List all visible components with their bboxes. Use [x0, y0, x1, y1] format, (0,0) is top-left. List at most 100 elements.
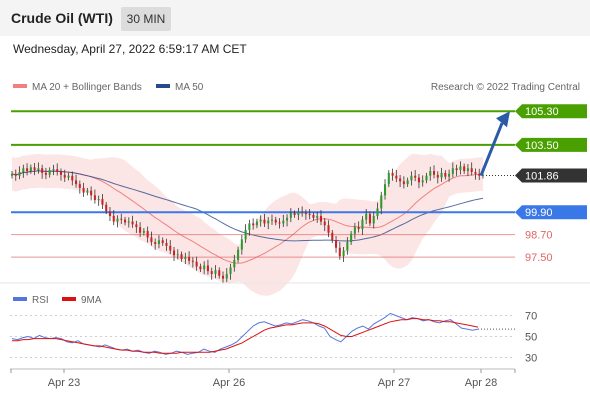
- level-label-98.70: 98.70: [525, 230, 553, 242]
- candle: [338, 241, 341, 260]
- candle-body: [195, 261, 198, 267]
- candle: [10, 171, 14, 179]
- candle: [270, 214, 274, 225]
- candle: [214, 265, 217, 279]
- candle: [293, 210, 296, 218]
- candle: [455, 164, 458, 176]
- candle: [432, 165, 436, 179]
- candle: [233, 254, 236, 272]
- legend-label-ma50: MA 50: [175, 82, 204, 93]
- x-tick-label: Apr 23: [48, 377, 80, 389]
- candle-body: [78, 184, 81, 188]
- candle-body: [421, 180, 424, 183]
- candle-body: [286, 217, 289, 221]
- candle: [180, 251, 183, 262]
- candle-body: [97, 199, 100, 201]
- candle: [459, 161, 462, 175]
- candle: [304, 209, 307, 220]
- candle: [59, 168, 63, 181]
- candle: [361, 216, 364, 235]
- candle: [26, 163, 29, 176]
- candle: [165, 238, 168, 251]
- candle-body: [308, 214, 311, 216]
- candle: [259, 215, 262, 227]
- candle: [252, 218, 255, 230]
- candle-body: [146, 230, 149, 238]
- candle-body: [474, 171, 477, 174]
- candle-body: [244, 229, 247, 240]
- candle-body: [26, 168, 29, 172]
- candle-body: [383, 184, 387, 196]
- candle-body: [451, 168, 454, 174]
- candle-body: [414, 175, 417, 178]
- candle-body: [206, 265, 209, 272]
- candle: [421, 175, 424, 187]
- header-bar: Crude Oil (WTI) 30 MIN: [0, 0, 590, 36]
- current-price-label: 101.86: [525, 171, 559, 183]
- candle-body: [33, 167, 36, 171]
- candle: [463, 163, 466, 174]
- level-label-97.50: 97.50: [525, 252, 553, 264]
- candle: [75, 174, 78, 188]
- candle-body: [293, 213, 296, 216]
- candle: [184, 252, 187, 264]
- candle-body: [335, 240, 338, 248]
- candle-body: [101, 199, 104, 205]
- rsi-tick-30: 30: [525, 353, 537, 365]
- legend-label-9ma: 9MA: [81, 295, 102, 306]
- ma50-line: [11, 170, 484, 242]
- level-flag-99.90: [515, 205, 587, 220]
- candle: [402, 176, 405, 189]
- candle-body: [448, 173, 451, 177]
- candle-body: [165, 243, 168, 246]
- candle-body: [357, 227, 360, 230]
- candle: [429, 166, 432, 181]
- candle: [323, 217, 326, 232]
- candle: [365, 209, 368, 224]
- timeframe-badge[interactable]: 30 MIN: [121, 7, 171, 31]
- candle: [82, 182, 85, 197]
- candle-body: [112, 215, 115, 222]
- candle-body: [18, 171, 21, 176]
- legend-swatch-ma50: [156, 84, 170, 88]
- candles: [10, 161, 485, 284]
- candle: [97, 195, 100, 206]
- candle: [466, 163, 469, 177]
- candle-body: [361, 219, 364, 230]
- candle-body: [395, 175, 398, 179]
- candle-body: [124, 219, 127, 223]
- candle: [376, 202, 379, 220]
- candle: [71, 171, 74, 186]
- candle-body: [120, 218, 123, 220]
- candle-body: [150, 237, 153, 243]
- candle-body: [225, 273, 228, 279]
- candle: [225, 268, 228, 283]
- candle: [308, 209, 311, 220]
- candle-body: [75, 180, 78, 185]
- candle: [29, 164, 32, 174]
- candle: [470, 162, 473, 176]
- candle-body: [105, 204, 108, 212]
- candle-body: [218, 270, 221, 276]
- candle-body: [350, 233, 353, 243]
- candle-body: [139, 227, 142, 233]
- candle-body: [331, 232, 334, 241]
- candle: [105, 201, 108, 215]
- rsi-tick-70: 70: [525, 311, 537, 323]
- candle-body: [221, 275, 225, 279]
- candle: [380, 191, 383, 215]
- candle-body: [417, 177, 420, 183]
- candle: [116, 215, 119, 228]
- candle-body: [263, 219, 266, 224]
- candle: [48, 167, 51, 178]
- candle-body: [127, 221, 130, 223]
- candle: [436, 171, 439, 184]
- candle-body: [327, 225, 330, 233]
- candle-body: [90, 190, 93, 196]
- legend-swatch-rsi: [13, 297, 27, 301]
- candle-body: [319, 215, 323, 222]
- candle: [368, 211, 371, 227]
- candle: [78, 180, 81, 194]
- level-flag-105.30: [515, 104, 587, 119]
- candle: [120, 213, 123, 224]
